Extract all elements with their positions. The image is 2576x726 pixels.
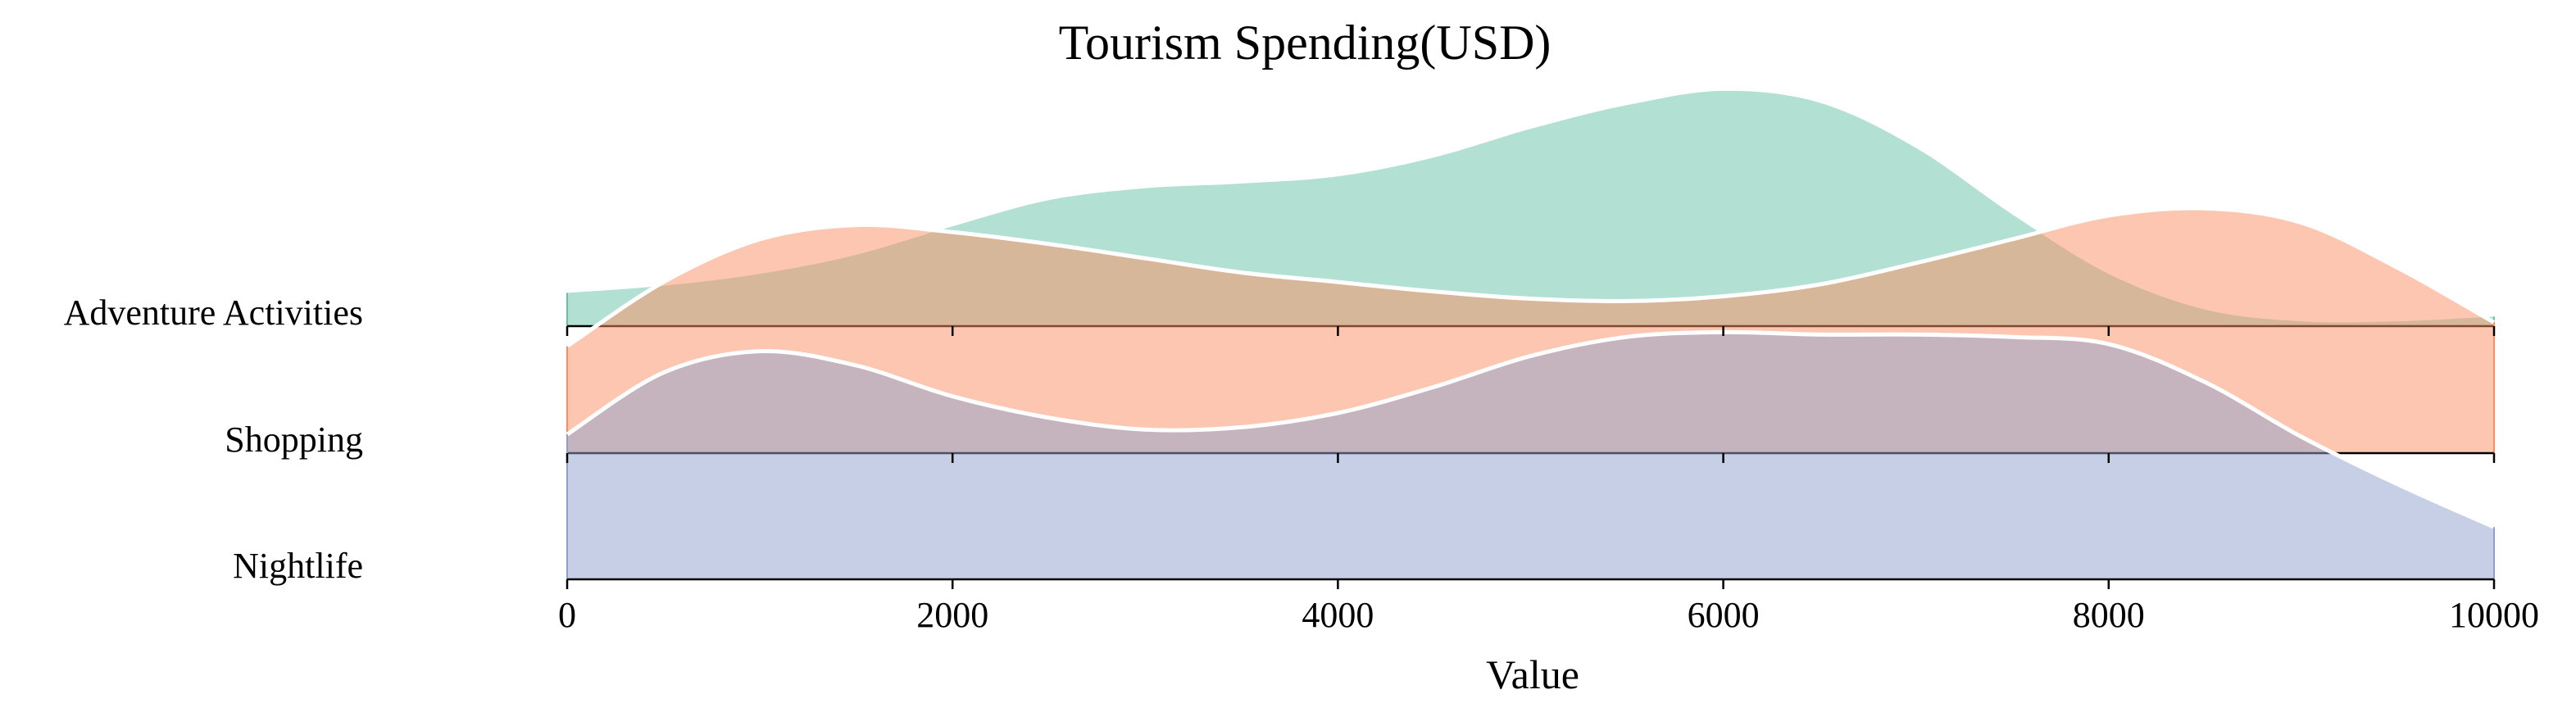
x-tick-label: 6000 bbox=[1688, 595, 1760, 635]
x-tick-label: 0 bbox=[558, 595, 576, 635]
ridge-outline-shopping bbox=[566, 206, 2496, 348]
x-tick-label: 2000 bbox=[916, 595, 988, 635]
ridge-outline-nightlife bbox=[566, 329, 2496, 529]
chart-title: Tourism Spending(USD) bbox=[1059, 16, 1552, 70]
category-label-shopping: Shopping bbox=[225, 420, 363, 460]
x-tick-label: 8000 bbox=[2073, 595, 2145, 635]
ridge-nightlife bbox=[566, 329, 2496, 581]
x-tick-label: 10000 bbox=[2449, 595, 2539, 635]
x-axis-label: Value bbox=[1486, 651, 1579, 697]
category-labels: Adventure Activities Shopping Nightlife bbox=[64, 293, 363, 586]
ridges bbox=[566, 90, 2496, 581]
category-label-adventure-activities: Adventure Activities bbox=[64, 293, 363, 333]
x-axis-ticks: 0 2000 4000 6000 8000 10000 bbox=[558, 326, 2539, 635]
x-tick-label: 4000 bbox=[1302, 595, 1374, 635]
category-label-nightlife: Nightlife bbox=[233, 546, 363, 586]
ridge-fill-nightlife bbox=[567, 332, 2494, 579]
